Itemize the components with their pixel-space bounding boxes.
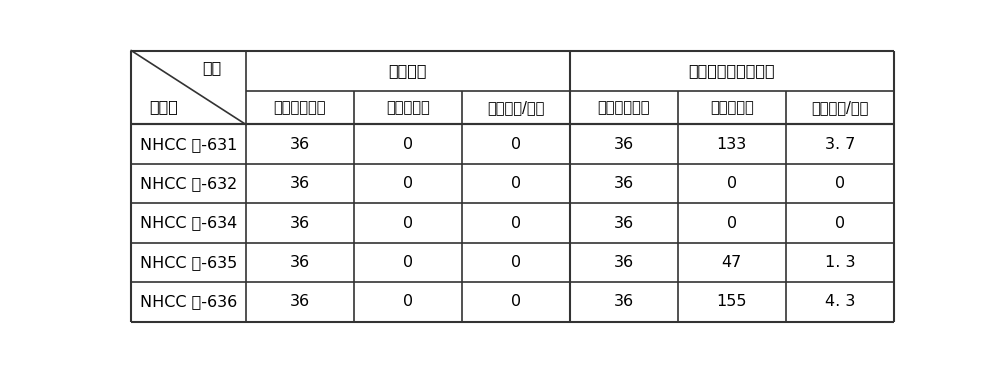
Text: 0: 0 bbox=[511, 216, 521, 231]
Text: 0: 0 bbox=[403, 176, 413, 191]
Text: 低糖处理: 低糖处理 bbox=[389, 63, 427, 78]
Text: 0: 0 bbox=[835, 176, 845, 191]
Text: 接蒂数（个）: 接蒂数（个） bbox=[598, 100, 650, 115]
Text: 36: 36 bbox=[614, 176, 634, 191]
Text: 高糖及秋水仙碱处理: 高糖及秋水仙碱处理 bbox=[689, 63, 775, 78]
Text: 4. 3: 4. 3 bbox=[825, 295, 855, 309]
Text: 平均（个/蔯）: 平均（个/蔯） bbox=[811, 100, 868, 115]
Text: 36: 36 bbox=[614, 216, 634, 231]
Text: 出胚（个）: 出胚（个） bbox=[710, 100, 754, 115]
Text: NHCC 秋-634: NHCC 秋-634 bbox=[140, 216, 237, 231]
Text: 36: 36 bbox=[614, 137, 634, 152]
Text: 0: 0 bbox=[403, 295, 413, 309]
Text: 0: 0 bbox=[403, 255, 413, 270]
Text: 处理: 处理 bbox=[202, 60, 221, 75]
Text: 155: 155 bbox=[717, 295, 747, 309]
Text: 36: 36 bbox=[614, 295, 634, 309]
Text: 出胚（个）: 出胚（个） bbox=[386, 100, 430, 115]
Text: 36: 36 bbox=[290, 295, 310, 309]
Text: 0: 0 bbox=[727, 176, 737, 191]
Text: 0: 0 bbox=[511, 137, 521, 152]
Text: 0: 0 bbox=[403, 137, 413, 152]
Text: 36: 36 bbox=[290, 176, 310, 191]
Text: 133: 133 bbox=[717, 137, 747, 152]
Text: 接蒂数（个）: 接蒂数（个） bbox=[274, 100, 326, 115]
Text: NHCC 秋-632: NHCC 秋-632 bbox=[140, 176, 237, 191]
Text: 36: 36 bbox=[290, 216, 310, 231]
Text: NHCC 秋-636: NHCC 秋-636 bbox=[140, 295, 237, 309]
Text: 0: 0 bbox=[835, 216, 845, 231]
Text: 36: 36 bbox=[290, 137, 310, 152]
Text: 0: 0 bbox=[727, 216, 737, 231]
Text: 0: 0 bbox=[511, 176, 521, 191]
Text: 基因型: 基因型 bbox=[149, 99, 178, 114]
Text: 0: 0 bbox=[403, 216, 413, 231]
Text: 36: 36 bbox=[614, 255, 634, 270]
Text: 1. 3: 1. 3 bbox=[825, 255, 855, 270]
Text: 0: 0 bbox=[511, 255, 521, 270]
Text: 3. 7: 3. 7 bbox=[825, 137, 855, 152]
Text: 平均（个/蔯）: 平均（个/蔯） bbox=[487, 100, 545, 115]
Text: 0: 0 bbox=[511, 295, 521, 309]
Text: 36: 36 bbox=[290, 255, 310, 270]
Text: NHCC 秋-635: NHCC 秋-635 bbox=[140, 255, 237, 270]
Text: NHCC 秋-631: NHCC 秋-631 bbox=[140, 137, 237, 152]
Text: 47: 47 bbox=[722, 255, 742, 270]
